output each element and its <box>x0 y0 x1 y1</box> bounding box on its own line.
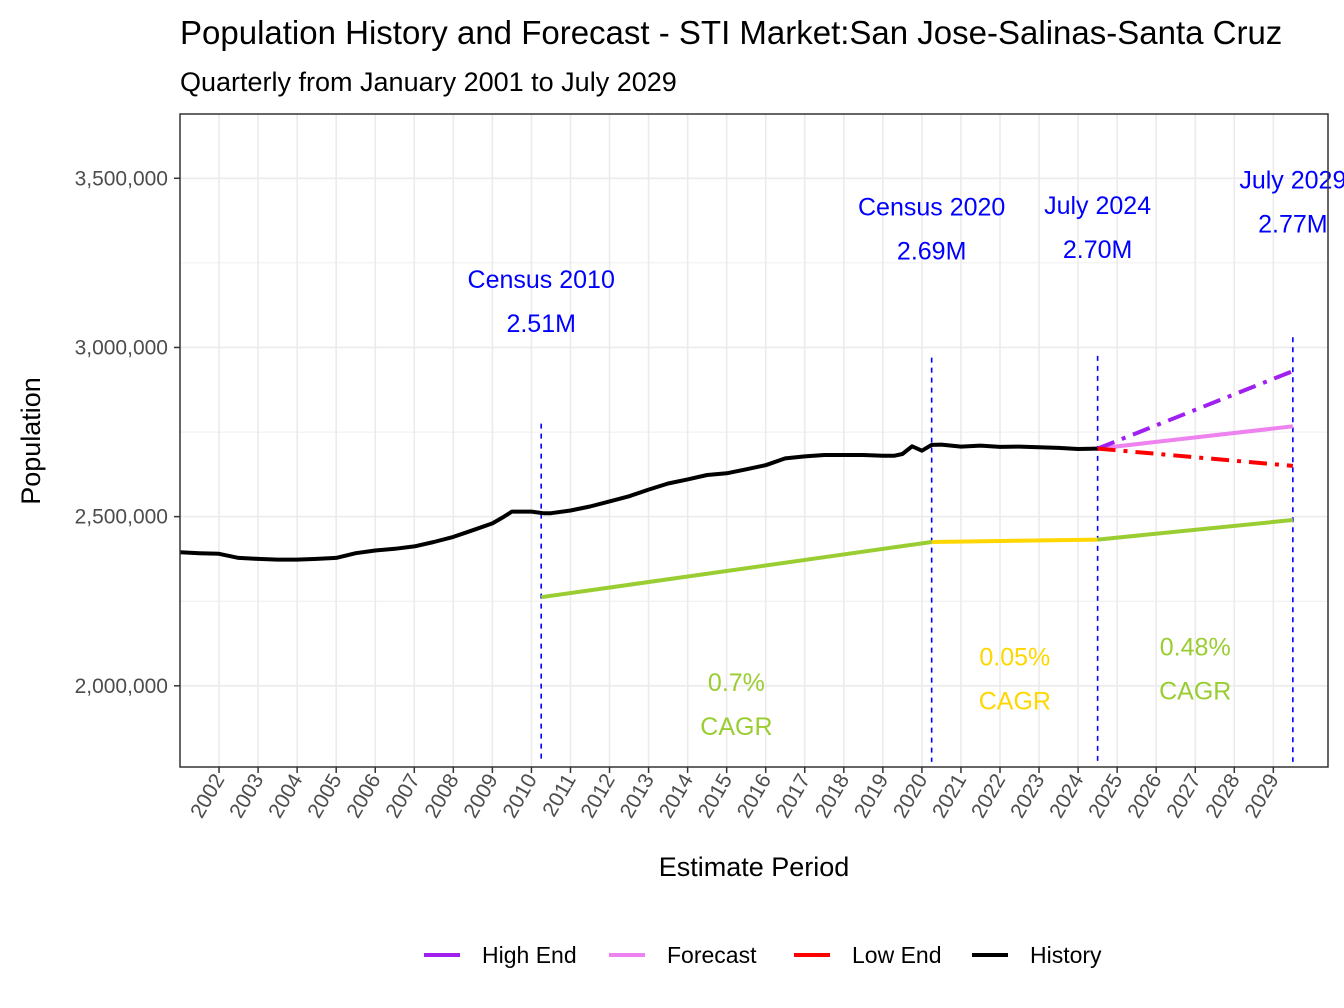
census-2010-value: 2.51M <box>506 310 575 338</box>
cagr-2-label: CAGR <box>979 687 1051 715</box>
legend: High End Forecast Low End History <box>424 942 1102 968</box>
cagr-1-label: CAGR <box>700 713 772 741</box>
cagr-2-value: 0.05% <box>979 643 1050 671</box>
legend-item-history: History <box>972 942 1102 968</box>
series-line-cagr-2020-2024 <box>931 537 1098 544</box>
plot-panel-border <box>179 113 1329 768</box>
legend-label: Low End <box>852 942 942 968</box>
series-lines <box>180 369 1294 600</box>
census-2020-label: Census 2020 <box>858 194 1005 222</box>
legend-label: High End <box>482 942 577 968</box>
census-2020-value: 2.69M <box>897 237 966 265</box>
legend-item-high-end: High End <box>424 942 577 968</box>
legend-item-low-end: Low End <box>794 942 942 968</box>
cagr-3-label: CAGR <box>1159 677 1231 705</box>
series-line-low-end <box>1097 446 1294 468</box>
annotations: Census 2010 2.51M Census 2020 2.69M July 202… <box>468 166 1344 740</box>
legend-item-forecast: Forecast <box>609 942 757 968</box>
y-axis-title: Population <box>16 377 46 505</box>
grid-lines <box>180 114 1328 767</box>
y-tick-label: 3,500,000 <box>75 167 168 190</box>
series-line-high-end <box>1096 369 1294 451</box>
july-2029-value: 2.77M <box>1258 210 1327 238</box>
july-2024-label: July 2024 <box>1044 192 1151 220</box>
x-axis-title: Estimate Period <box>659 852 850 882</box>
legend-label: History <box>1030 942 1102 968</box>
y-tick-label: 2,500,000 <box>75 506 168 529</box>
series-line-cagr-2010-2020 <box>540 540 932 600</box>
y-axis: 2,000,000 2,500,000 3,000,000 3,500,000 <box>75 167 180 698</box>
chart-title: Population History and Forecast - STI Ma… <box>180 14 1282 51</box>
series-line-cagr-2024-2029 <box>1097 518 1294 542</box>
y-tick-label: 2,000,000 <box>75 675 168 698</box>
july-2024-value: 2.70M <box>1063 236 1132 264</box>
legend-label: Forecast <box>667 942 757 968</box>
census-2010-label: Census 2010 <box>468 266 615 294</box>
y-tick-label: 3,000,000 <box>75 336 168 359</box>
chart-subtitle: Quarterly from January 2001 to July 2029 <box>180 67 677 97</box>
july-2029-label: July 2029 <box>1239 166 1344 194</box>
cagr-1-value: 0.7% <box>708 669 765 697</box>
reference-vlines <box>540 337 1294 762</box>
series-line-forecast <box>1097 424 1294 451</box>
cagr-3-value: 0.48% <box>1160 633 1231 661</box>
series-line-history <box>180 442 1098 562</box>
